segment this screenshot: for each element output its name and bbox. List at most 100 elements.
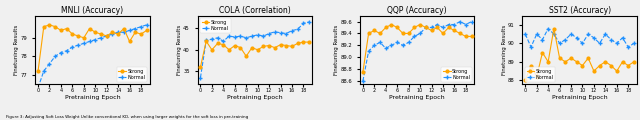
Normal xyxy=(394,42,401,43)
Normal xyxy=(416,33,424,34)
Normal xyxy=(40,70,47,72)
Strong xyxy=(294,43,301,44)
Strong xyxy=(416,24,424,25)
Normal xyxy=(196,77,204,78)
Line: Strong: Strong xyxy=(199,40,310,68)
Normal xyxy=(220,41,227,42)
Legend: Strong, Normal: Strong, Normal xyxy=(442,67,472,82)
Normal xyxy=(92,39,99,40)
Normal xyxy=(590,37,598,39)
Strong xyxy=(300,41,307,43)
Normal xyxy=(208,38,216,40)
Title: MNLI (Accuracy): MNLI (Accuracy) xyxy=(61,6,124,15)
Strong xyxy=(115,33,122,35)
Strong xyxy=(439,33,447,34)
Normal xyxy=(371,45,378,46)
Normal xyxy=(51,56,59,57)
Strong xyxy=(103,35,111,37)
Strong xyxy=(619,61,627,63)
Normal xyxy=(243,37,250,39)
Strong xyxy=(410,27,418,28)
X-axis label: Pretraining Epoch: Pretraining Epoch xyxy=(227,95,283,100)
Normal xyxy=(202,40,210,41)
Strong xyxy=(456,33,464,34)
Normal xyxy=(619,37,627,39)
Strong xyxy=(451,30,458,31)
Line: Normal: Normal xyxy=(523,26,636,49)
Normal xyxy=(602,33,609,35)
Strong xyxy=(225,49,233,51)
Normal xyxy=(125,30,133,31)
Strong xyxy=(607,65,615,66)
Strong xyxy=(533,76,541,77)
Strong xyxy=(202,41,210,42)
Legend: Strong, Normal: Strong, Normal xyxy=(200,18,230,33)
Normal xyxy=(115,32,122,33)
Strong xyxy=(276,44,284,45)
Title: SST2 (Accuracy): SST2 (Accuracy) xyxy=(548,6,611,15)
Normal xyxy=(445,24,452,25)
Y-axis label: Finetuning Results: Finetuning Results xyxy=(177,25,182,75)
Normal xyxy=(596,43,604,44)
Normal xyxy=(365,51,372,52)
Normal xyxy=(607,39,615,40)
Normal xyxy=(300,23,307,24)
Strong xyxy=(231,45,239,46)
Legend: Strong, Normal: Strong, Normal xyxy=(525,67,556,82)
Strong xyxy=(371,30,378,31)
Strong xyxy=(462,36,470,37)
Normal xyxy=(143,24,150,26)
Strong xyxy=(282,45,290,46)
Strong xyxy=(468,36,476,37)
Strong xyxy=(97,33,105,35)
Strong xyxy=(561,61,569,63)
Normal xyxy=(359,80,367,82)
Normal xyxy=(625,46,632,48)
Normal xyxy=(584,33,592,35)
Strong xyxy=(214,43,221,44)
Normal xyxy=(225,35,233,37)
Normal xyxy=(288,30,296,31)
Strong xyxy=(120,28,127,29)
Strong xyxy=(40,26,47,27)
Normal xyxy=(404,42,412,43)
Normal xyxy=(282,33,290,34)
Strong xyxy=(584,57,592,59)
Strong xyxy=(137,33,145,35)
Normal xyxy=(439,27,447,28)
Strong xyxy=(433,27,441,28)
Strong xyxy=(196,66,204,68)
Normal xyxy=(630,43,638,44)
Strong xyxy=(34,70,42,72)
Strong xyxy=(57,30,65,31)
Strong xyxy=(125,41,133,42)
Strong xyxy=(109,32,116,33)
Strong xyxy=(271,47,278,48)
Normal xyxy=(294,29,301,30)
Normal xyxy=(271,31,278,33)
Strong xyxy=(522,80,529,81)
Normal xyxy=(399,45,407,46)
Normal xyxy=(522,33,529,35)
Strong xyxy=(602,61,609,63)
Strong xyxy=(243,55,250,57)
Strong xyxy=(527,65,535,66)
Normal xyxy=(410,36,418,37)
Strong xyxy=(143,30,150,31)
X-axis label: Pretraining Epoch: Pretraining Epoch xyxy=(65,95,120,100)
Line: Strong: Strong xyxy=(524,27,636,82)
Normal xyxy=(97,37,105,39)
Normal xyxy=(527,46,535,48)
Normal xyxy=(120,32,127,33)
Normal xyxy=(57,52,65,53)
Y-axis label: Finetuning Results: Finetuning Results xyxy=(334,25,339,75)
Normal xyxy=(80,43,88,44)
X-axis label: Pretraining Epoch: Pretraining Epoch xyxy=(552,95,607,100)
Normal xyxy=(231,36,239,38)
Strong xyxy=(556,57,563,59)
Strong xyxy=(208,49,216,51)
Strong xyxy=(382,27,390,28)
Normal xyxy=(86,41,93,42)
Normal xyxy=(276,32,284,33)
Normal xyxy=(34,87,42,88)
